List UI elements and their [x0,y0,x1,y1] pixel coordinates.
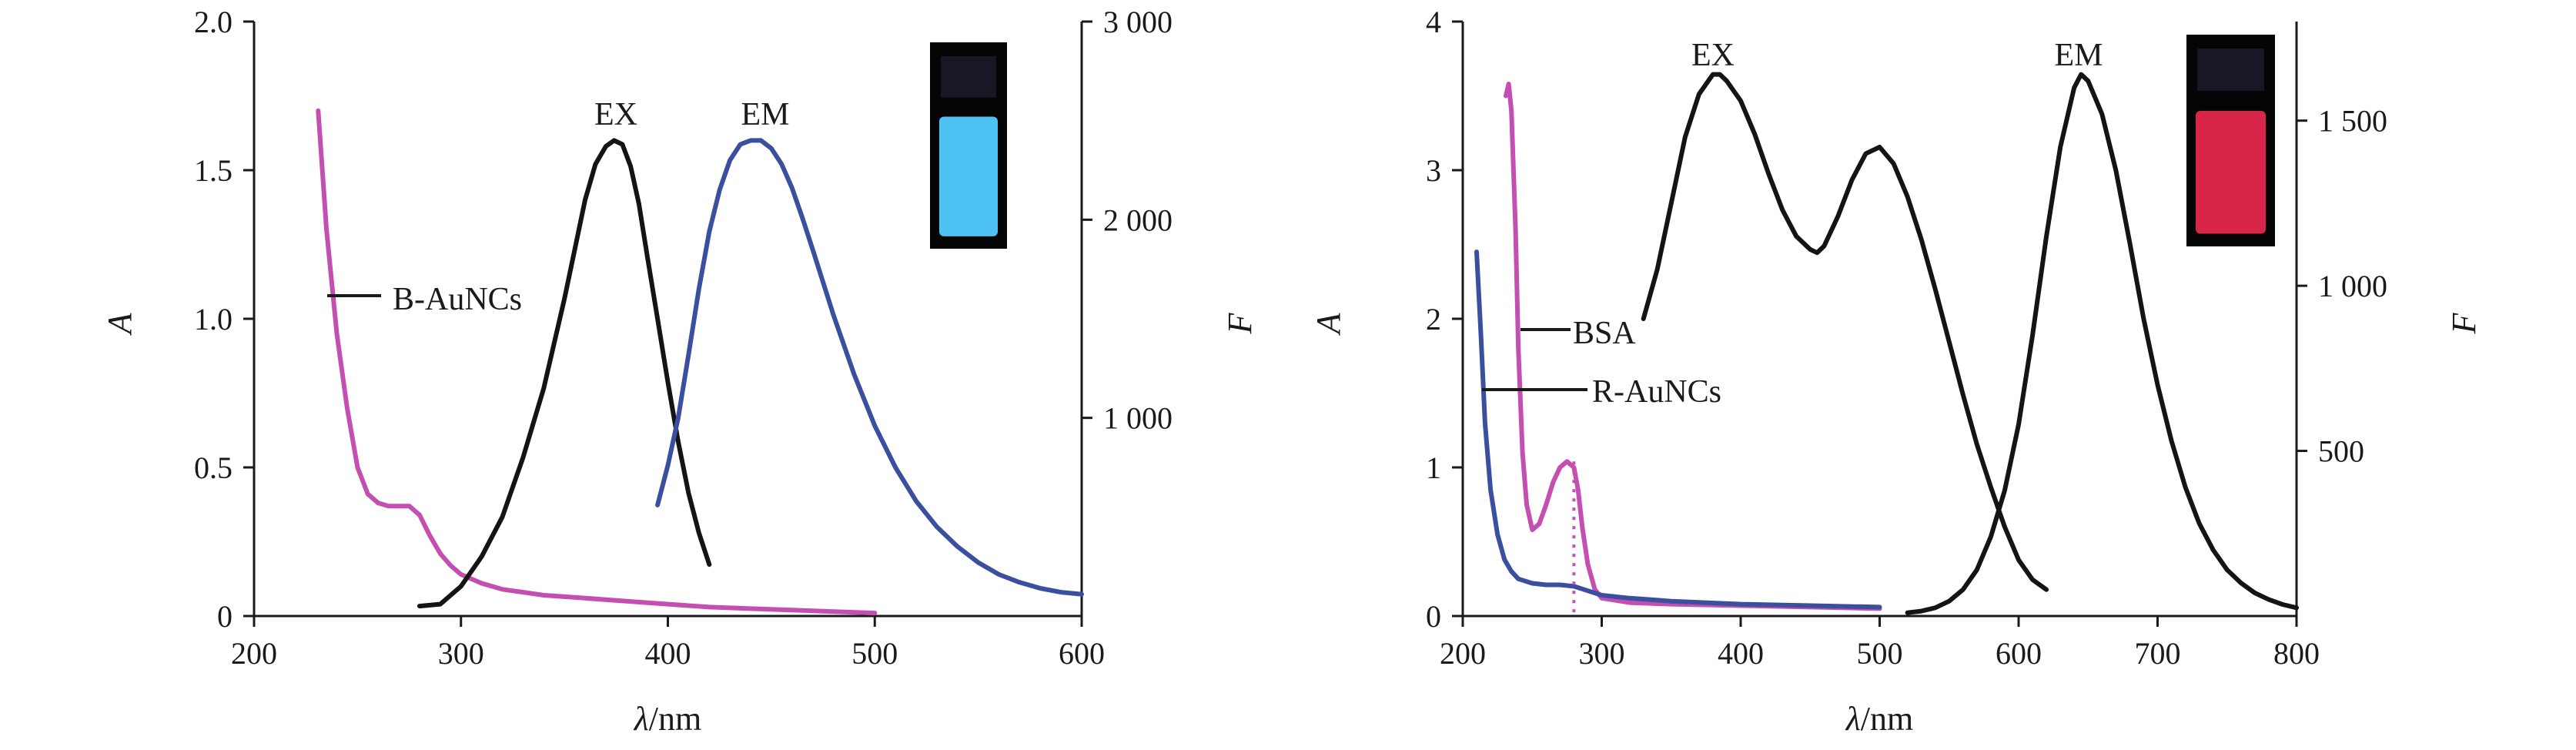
x-axis-label-symbol: λ [1845,700,1861,738]
cuvette-photo [930,42,1007,249]
y-right-tick-label: 1 000 [2318,269,2387,303]
x-tick-label: 400 [1718,636,1764,671]
y-left-tick-label: 1 [1426,450,1441,485]
x-tick-label: 200 [231,636,277,671]
y-left-tick-label: 1.0 [194,302,233,336]
y-left-tick-label: 1.5 [194,153,233,188]
annotation-r-auncs: R-AuNCs [1592,374,1721,410]
y-left-tick-label: 4 [1426,5,1441,39]
annotation-em: EM [741,97,790,132]
x-axis-label: λ/nm [1845,700,1914,738]
x-axis-label-unit: /nm [649,700,701,738]
y-right-tick-label: 2 000 [1103,203,1173,237]
annotation-em: EM [2055,38,2103,73]
x-tick-label: 300 [438,636,484,671]
y-left-tick-label: 2.0 [194,5,233,39]
series-bsa [1504,82,1882,611]
x-axis-label-unit: /nm [1861,700,1913,738]
x-axis-label-symbol: λ [633,700,649,738]
y-left-tick-label: 0 [1426,599,1441,634]
y-left-tick-label: 3 [1426,153,1441,188]
annotation-bsa: BSA [1573,316,1636,351]
cuvette-photo [2186,35,2275,246]
chart-panel-2: 200 300 400 500 600 700 800 0 1 2 3 4 500 1 000 1 500 λ… [1310,5,2483,738]
series-em [655,138,1084,597]
series-em [1905,72,2299,615]
x-tick-label: 800 [2273,636,2320,671]
x-tick-label: 500 [1857,636,1903,671]
y-left-tick-label: 2 [1426,302,1441,336]
cuvette-glow [2196,111,2266,234]
y-left-axis-label: A [101,312,139,336]
cuvette-cap [941,56,996,98]
y-right-axis-label: F [1221,312,1259,334]
y-right-axis-label: F [2445,312,2483,334]
x-tick-label: 600 [1996,636,2042,671]
series-r-auncs [1474,249,1882,610]
y-right-tick-label: 1 500 [2318,104,2387,139]
x-tick-label: 500 [851,636,898,671]
x-axis-label: λ/nm [633,700,702,738]
series-ex [417,138,712,609]
chart-panel-1: 200 300 400 500 600 0 0.5 1.0 1.5 2.0 1 000 2 000 3 … [101,5,1259,738]
annotation-ex: EX [594,97,637,132]
y-left-tick-label: 0.5 [194,450,233,485]
x-tick-label: 400 [645,636,691,671]
x-tick-label: 600 [1059,636,1105,671]
y-left-tick-label: 0 [217,599,233,634]
y-right-tick-label: 3 000 [1103,5,1173,39]
annotation-b-auncs: B-AuNCs [393,282,522,317]
x-tick-label: 200 [1440,636,1486,671]
cuvette-glow [939,116,998,236]
annotation-ex: EX [1691,38,1735,73]
y-right-tick-label: 1 000 [1103,401,1173,436]
series-ex [1641,72,2049,592]
series-b-auncs [316,108,878,616]
cuvette-cap [2197,49,2264,91]
x-tick-label: 700 [2135,636,2181,671]
y-right-tick-label: 500 [2318,434,2364,469]
x-tick-label: 300 [1579,636,1625,671]
y-left-axis-label: A [1310,312,1347,336]
